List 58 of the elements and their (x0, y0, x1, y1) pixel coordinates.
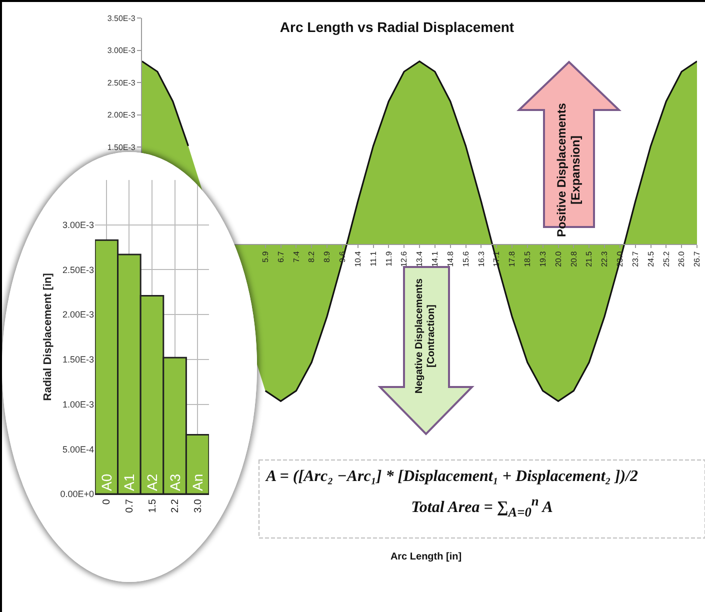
y-tick-label: 3.50E-3 (107, 14, 136, 23)
x-tick-label: 11.1 (368, 250, 378, 266)
x-tick-label: 23.0 (616, 250, 625, 267)
data-label: A0 (98, 474, 114, 491)
y-tick-label: 1.00E-3 (62, 399, 94, 410)
data-label: An (190, 474, 206, 491)
x-tick-label: 5.9 (260, 250, 270, 262)
x-tick-label: 21.5 (584, 250, 594, 267)
x-tick-label: 17.1 (492, 250, 502, 267)
x-tick-label: 2.2 (170, 498, 182, 513)
x-tick-label: 8.2 (307, 250, 316, 262)
x-tick-label: 15.6 (461, 250, 470, 267)
text: A = ([Arc₂ −Arc₁] * [Displacement₁ + Displacement₂ ])/2 (266, 468, 638, 486)
y-tick-label: 5.00E-4 (62, 444, 94, 454)
x-tick-label: 8.9 (322, 250, 332, 262)
x-tick-label: 24.5 (646, 250, 656, 267)
y-axis-title: Radial Displacement [in] (42, 272, 54, 401)
data-label: A2 (144, 474, 160, 491)
x-tick-label: 17.8 (508, 250, 517, 267)
x-tick-label: 0.7 (124, 498, 136, 513)
annotation: Positive Displacements [Expansion] (554, 102, 584, 238)
y-tick-label: 3.00E-3 (107, 46, 136, 56)
chart-title: Arc Length vs Radial Displacement (280, 18, 514, 35)
x-tick-label: 0 (102, 498, 113, 505)
y-tick-label: 2.00E-3 (107, 110, 136, 120)
data-label: A1 (121, 474, 138, 491)
x-tick-label: 26.0 (677, 250, 686, 267)
y-tick-label: 2.00E-3 (62, 310, 94, 320)
y-tick-label: 1.50E-3 (107, 143, 136, 152)
x-tick-label: 23.7 (630, 250, 640, 267)
y-tick-label: 0.00E+0 (60, 489, 94, 500)
x-tick-label: 7.4 (292, 250, 301, 262)
x-tick-label: 11.9 (384, 250, 394, 266)
y-tick-label: 1.50E-3 (62, 354, 94, 365)
annotation: Negative Displacements [Contraction] (414, 278, 438, 394)
x-tick-label: 12.6 (400, 250, 409, 267)
x-tick-label: 20.8 (569, 250, 578, 267)
y-tick-label: 2.50E-3 (62, 264, 94, 275)
x-tick-label: 14.1 (430, 250, 440, 267)
data-label: A3 (166, 474, 183, 491)
x-tick-label: 22.3 (600, 250, 610, 267)
x-tick-label: 19.3 (538, 250, 548, 267)
x-tick-label: 10.4 (353, 250, 362, 267)
x-tick-label: 18.5 (523, 250, 532, 267)
x-tick-label: 6.7 (276, 250, 286, 262)
x-tick-label: 14.8 (446, 250, 455, 267)
x-tick-label: 13.4 (415, 250, 424, 267)
x-tick-label: 3.0 (192, 498, 204, 513)
x-tick-label: 20.0 (554, 250, 563, 267)
x-tick-label: 1.5 (147, 498, 158, 513)
text: Total Area = ∑$_{A=0}$$^{n}$ A (411, 494, 553, 520)
y-tick-label: 2.50E-3 (107, 78, 136, 88)
y-tick-label: 3.00E-3 (62, 220, 94, 230)
x-axis-title: Arc Length [in] (390, 552, 462, 562)
x-tick-label: 25.2 (662, 250, 671, 267)
x-tick-label: 9.6 (338, 250, 348, 262)
x-tick-label: 26.7 (692, 250, 702, 267)
x-tick-label: 16.3 (476, 250, 486, 267)
